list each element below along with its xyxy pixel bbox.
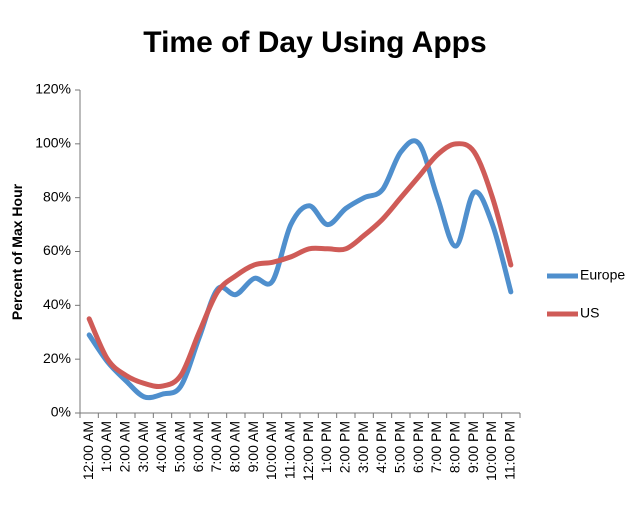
- x-tick-label: 12:00 AM: [80, 421, 96, 480]
- line-series: [86, 141, 514, 389]
- y-tick-label: 120%: [35, 81, 71, 97]
- legend-label: US: [580, 305, 599, 321]
- x-tick-label: 7:00 PM: [428, 421, 444, 473]
- y-axis-label: Percent of Max Hour: [9, 183, 25, 320]
- x-tick-label: 9:00 AM: [245, 421, 261, 472]
- legend-label: Europe: [580, 267, 625, 283]
- x-tick-label: 5:00 PM: [392, 421, 408, 473]
- x-tick-label: 2:00 PM: [337, 421, 353, 473]
- x-tick-label: 2:00 AM: [117, 421, 133, 472]
- x-tick-label: 10:00 PM: [483, 421, 499, 481]
- x-tick-label: 11:00 PM: [502, 421, 518, 480]
- x-tick-label: 8:00 PM: [447, 421, 463, 473]
- x-tick-label: 7:00 AM: [208, 421, 224, 472]
- x-tick-label: 4:00 AM: [153, 421, 169, 472]
- x-tick-label: 12:00 PM: [300, 421, 316, 481]
- x-tick-label: 5:00 AM: [172, 421, 188, 472]
- line-series: [86, 138, 514, 401]
- y-tick-label: 80%: [43, 188, 71, 204]
- x-tick-label: 4:00 PM: [373, 421, 389, 473]
- x-tick-label: 9:00 PM: [465, 421, 481, 473]
- x-tick-label: 10:00 AM: [263, 421, 279, 480]
- y-tick-label: 0%: [51, 404, 71, 420]
- x-tick-label: 6:00 PM: [410, 421, 426, 473]
- x-tick-label: 11:00 AM: [282, 421, 298, 479]
- y-tick-label: 20%: [43, 350, 71, 366]
- y-tick-label: 100%: [35, 135, 71, 151]
- x-tick-label: 3:00 AM: [135, 421, 151, 472]
- x-tick-label: 1:00 AM: [98, 421, 114, 472]
- x-tick-label: 3:00 PM: [355, 421, 371, 473]
- x-tick-label: 1:00 PM: [318, 421, 334, 473]
- x-tick-label: 6:00 AM: [190, 421, 206, 472]
- y-tick-label: 60%: [43, 242, 71, 258]
- chart-title: Time of Day Using Apps: [143, 26, 486, 59]
- x-tick-label: 8:00 AM: [227, 421, 243, 472]
- y-tick-label: 40%: [43, 296, 71, 312]
